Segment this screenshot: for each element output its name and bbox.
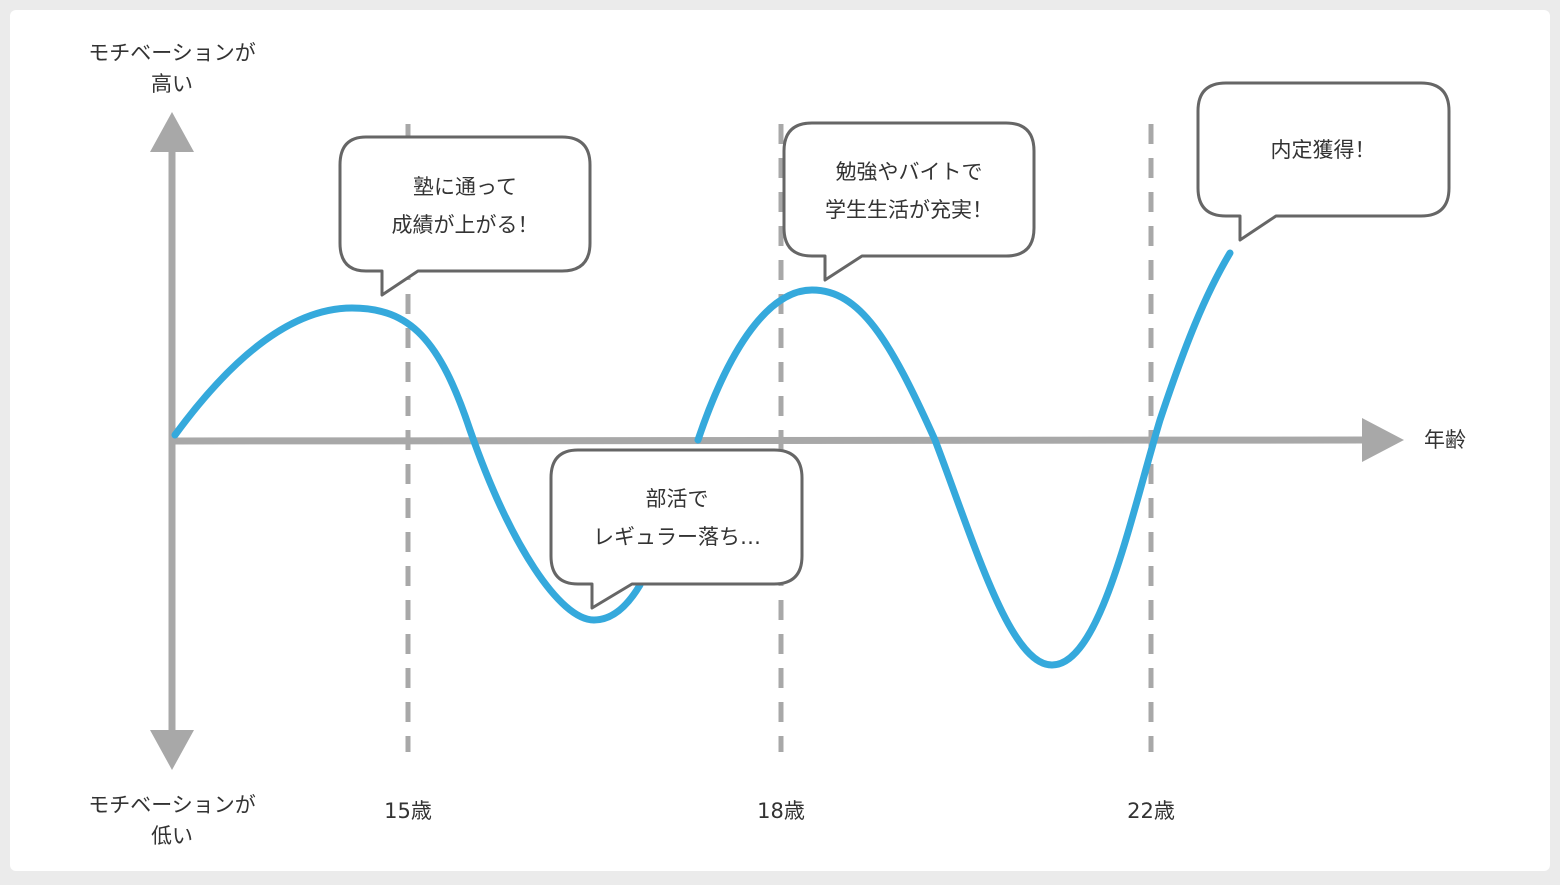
bubble-benkyo-line-1: 勉強やバイトで: [836, 160, 983, 184]
y-axis-up-arrow-icon: [150, 112, 194, 152]
bubble-juku-line-1: 塾に通って: [413, 175, 517, 199]
x-axis-label: 年齢: [1424, 428, 1466, 452]
tick-label-15: 15歳: [384, 799, 432, 823]
speech-bubble-juku: 塾に通って 成績が上がる！: [338, 135, 592, 297]
speech-bubble-benkyo: 勉強やバイトで 学生生活が充実！: [782, 121, 1036, 282]
motivation-curve-segment-1: [171, 304, 644, 624]
speech-bubble-naitei: 内定獲得！: [1196, 81, 1451, 242]
y-axis-bottom-label-line-2: 低い: [151, 824, 193, 848]
bubble-bukatsu-line-2: レギュラー落ち…: [593, 525, 761, 549]
bubble-benkyo-line-2: 学生生活が充実！: [825, 198, 993, 222]
y-axis-top-label-line-1: モチベーションが: [88, 41, 256, 65]
y-axis-top-label-line-2: 高い: [151, 72, 193, 96]
speech-bubble-bukatsu: 部活で レギュラー落ち…: [549, 448, 804, 610]
bubble-bukatsu-line-1: 部活で: [646, 487, 709, 511]
x-axis-arrow-icon: [1362, 418, 1404, 462]
tick-label-18: 18歳: [757, 799, 805, 823]
y-axis-down-arrow-icon: [150, 730, 194, 770]
y-axis-bottom-label-line-1: モチベーションが: [88, 793, 256, 817]
bubble-naitei-line-1: 内定獲得！: [1271, 138, 1376, 162]
bubble-juku-line-2: 成績が上がる！: [392, 213, 539, 237]
motivation-curve-segment-2: [694, 249, 1234, 669]
tick-label-22: 22歳: [1127, 799, 1175, 823]
x-axis-line: [171, 436, 1367, 445]
